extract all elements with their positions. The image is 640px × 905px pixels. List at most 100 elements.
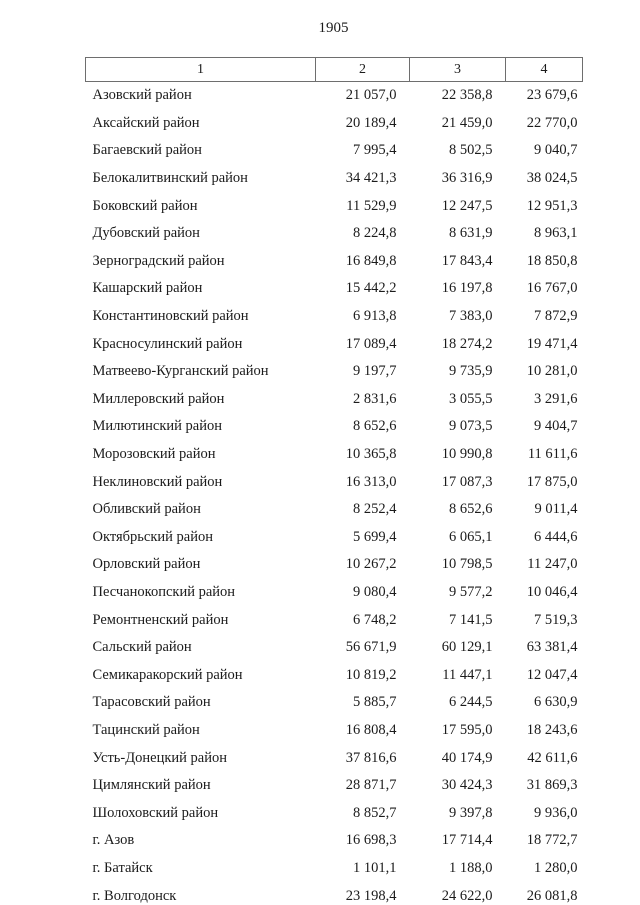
value-cell: 5 699,4 [353, 528, 397, 545]
value-cell: 23 679,6 [526, 87, 578, 104]
value-cell: 17 714,4 [441, 832, 493, 849]
table-row: Миллеровский район 2 831,6 3 055,5 3 291,6 [86, 386, 583, 414]
district-name-cell: Усть-Донецкий район [92, 749, 227, 766]
value-cell: 8 252,4 [353, 501, 397, 518]
value-cell: 10 990,8 [441, 446, 493, 463]
value-cell: 37 816,6 [345, 749, 397, 766]
value-cell: 17 875,0 [526, 473, 578, 490]
table-row: Боковский район 11 529,9 12 247,5 12 951,3 [86, 192, 583, 220]
district-name-cell: Тацинский район [92, 721, 200, 738]
table-row: Орловский район 10 267,2 10 798,5 11 247,0 [86, 551, 583, 579]
value-cell: 8 631,9 [449, 225, 493, 242]
value-cell: 11 247,0 [527, 556, 578, 573]
value-cell: 6 065,1 [449, 528, 493, 545]
table-row: Дубовский район 8 224,8 8 631,9 8 963,1 [86, 220, 583, 248]
district-name-cell: Аксайский район [92, 114, 200, 131]
district-name-cell: Багаевский район [92, 142, 202, 159]
table-row: г. Азов 16 698,3 17 714,4 18 772,7 [86, 827, 583, 855]
value-cell: 9 080,4 [353, 583, 397, 600]
value-cell: 10 365,8 [345, 446, 397, 463]
value-cell: 5 885,7 [353, 694, 397, 711]
district-name-cell: Матвеево-Курганский район [92, 363, 269, 380]
value-cell: 6 444,6 [534, 528, 578, 545]
value-cell: 16 849,8 [345, 252, 397, 269]
district-name-cell: Красносулинский район [92, 335, 243, 352]
district-name-cell: Семикаракорский район [92, 666, 243, 683]
value-cell: 9 040,7 [534, 142, 578, 159]
value-cell: 17 087,3 [441, 473, 493, 490]
value-cell: 60 129,1 [441, 639, 493, 656]
value-cell: 10 281,0 [526, 363, 578, 380]
district-name-cell: Неклиновский район [92, 473, 223, 490]
district-name-cell: Зерноградский район [92, 252, 225, 269]
value-cell: 11 529,9 [346, 197, 397, 214]
value-cell: 38 024,5 [526, 170, 578, 187]
value-cell: 63 381,4 [526, 639, 578, 656]
column-header: 3 [409, 57, 506, 82]
table-row: Красносулинский район 17 089,4 18 274,2 19 … [86, 330, 583, 358]
value-cell: 6 244,5 [449, 694, 493, 711]
table-row: Аксайский район 20 189,4 21 459,0 22 770,0 [86, 110, 583, 138]
value-cell: 20 189,4 [345, 114, 397, 131]
value-cell: 7 141,5 [449, 611, 493, 628]
value-cell: 8 852,7 [353, 804, 397, 821]
district-name-cell: Дубовский район [92, 225, 200, 242]
district-name-cell: г. Волгодонск [92, 887, 177, 904]
value-cell: 8 502,5 [449, 142, 493, 159]
value-cell: 24 622,0 [441, 887, 493, 904]
value-cell: 1 188,0 [449, 859, 493, 876]
value-cell: 9 735,9 [449, 363, 493, 380]
table-row: Октябрьский район 5 699,4 6 065,1 6 444,6 [86, 524, 583, 552]
value-cell: 10 267,2 [345, 556, 397, 573]
value-cell: 18 243,6 [526, 721, 578, 738]
district-name-cell: Миллеровский район [92, 390, 225, 407]
table-row: Зерноградский район 16 849,8 17 843,4 18 85… [86, 248, 583, 276]
table-row: Сальский район 56 671,9 60 129,1 63 381,4 [86, 634, 583, 662]
value-cell: 34 421,3 [345, 170, 397, 187]
value-cell: 17 595,0 [441, 721, 493, 738]
value-cell: 10 046,4 [526, 583, 578, 600]
district-name-cell: Шолоховский район [92, 804, 219, 821]
page-number: 1905 [318, 20, 349, 36]
value-cell: 18 772,7 [526, 832, 578, 849]
district-name-cell: Ремонтненский район [92, 611, 229, 628]
value-cell: 17 843,4 [441, 252, 493, 269]
district-name-cell: Белокалитвинский район [92, 170, 248, 187]
value-cell: 17 089,4 [345, 335, 397, 352]
value-cell: 42 611,6 [527, 749, 578, 766]
value-cell: 15 442,2 [345, 280, 397, 297]
value-cell: 8 224,8 [353, 225, 397, 242]
value-cell: 12 951,3 [526, 197, 578, 214]
value-cell: 12 047,4 [526, 666, 578, 683]
table-row: Усть-Донецкий район 37 816,6 40 174,9 42 61… [86, 744, 583, 772]
value-cell: 16 698,3 [345, 832, 397, 849]
value-cell: 30 424,3 [441, 777, 493, 794]
value-cell: 12 247,5 [441, 197, 493, 214]
value-cell: 9 404,7 [534, 418, 578, 435]
value-cell: 3 291,6 [534, 390, 578, 407]
table-body: Азовский район 21 057,0 22 358,8 23 679,6 Ак… [86, 82, 583, 905]
table-row: Шолоховский район 8 852,7 9 397,8 9 936,0 [86, 799, 583, 827]
table-row: Цимлянский район 28 871,7 30 424,3 31 869,3 [86, 772, 583, 800]
value-cell: 10 798,5 [441, 556, 493, 573]
table-row: г. Батайск 1 101,1 1 188,0 1 280,0 [86, 855, 583, 883]
table-row: Тарасовский район 5 885,7 6 244,5 6 630,9 [86, 689, 583, 717]
value-cell: 8 652,6 [353, 418, 397, 435]
value-cell: 2 831,6 [353, 390, 397, 407]
value-cell: 3 055,5 [449, 390, 493, 407]
value-cell: 9 577,2 [449, 583, 493, 600]
table-row: Морозовский район 10 365,8 10 990,8 11 611,… [86, 441, 583, 469]
district-name-cell: Орловский район [92, 556, 201, 573]
value-cell: 40 174,9 [441, 749, 493, 766]
value-cell: 7 872,9 [534, 308, 578, 325]
value-cell: 10 819,2 [345, 666, 397, 683]
value-cell: 28 871,7 [345, 777, 397, 794]
table-row: Тацинский район 16 808,4 17 595,0 18 243,6 [86, 717, 583, 745]
value-cell: 23 198,4 [345, 887, 397, 904]
table-row: Белокалитвинский район 34 421,3 36 316,9 38… [86, 165, 583, 193]
value-cell: 21 459,0 [441, 114, 493, 131]
table-row: Семикаракорский район 10 819,2 11 447,1 12 … [86, 661, 583, 689]
value-cell: 11 447,1 [442, 666, 493, 683]
